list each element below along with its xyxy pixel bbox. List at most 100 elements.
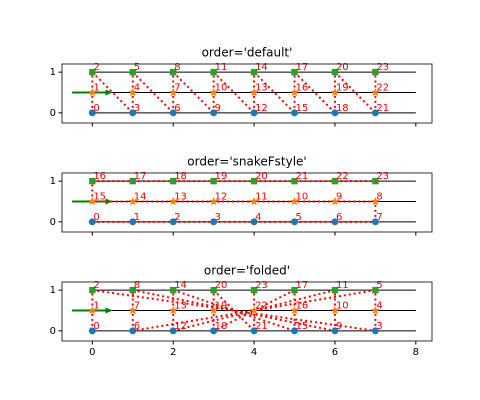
order-label: 3 (215, 212, 221, 223)
point (170, 68, 177, 76)
order-label: 17 (296, 62, 309, 73)
order-label: 12 (215, 191, 228, 202)
order-label: 12 (255, 103, 268, 114)
point (250, 109, 258, 117)
point (168, 196, 178, 206)
order-label: 10 (296, 191, 309, 202)
point (210, 109, 218, 117)
order-label: 4 (376, 300, 382, 311)
order-label: 17 (296, 280, 309, 291)
point (290, 87, 299, 97)
point (89, 286, 96, 294)
order-label: 20 (255, 171, 268, 182)
order-label: 15 (296, 103, 309, 114)
point (330, 87, 340, 97)
point (372, 286, 379, 294)
order-label: 19 (215, 171, 228, 182)
point (291, 286, 298, 294)
arrow-head (105, 89, 113, 96)
order-label: 2 (93, 62, 99, 73)
point (371, 87, 380, 97)
axes-frame (61, 63, 433, 124)
point (129, 177, 136, 185)
order-label: 1 (93, 82, 99, 93)
point (88, 87, 97, 97)
point (250, 177, 258, 185)
point (209, 87, 218, 97)
order-label: 20 (215, 280, 228, 291)
order-label: 16 (93, 171, 106, 182)
order-label: 7 (174, 82, 180, 93)
point (128, 196, 138, 206)
y-tick-label: 1 (50, 285, 56, 296)
order-label: 8 (174, 62, 180, 73)
point (168, 87, 178, 97)
order-label: 17 (134, 171, 147, 182)
x-tick-label: 8 (413, 347, 419, 358)
point (250, 218, 258, 226)
order-label: 4 (134, 82, 140, 93)
point (331, 218, 339, 226)
subplot: order='folded'0 6 12 18 21 15 9 31 7 13 19 22 16 10 42… (50, 264, 433, 358)
point (128, 305, 138, 315)
order-label: 1 (93, 300, 99, 311)
order-path (132, 289, 336, 332)
point (210, 286, 217, 294)
order-label: 6 (174, 103, 180, 114)
order-label: 9 (336, 321, 342, 332)
order-label: 22 (376, 82, 389, 93)
point (89, 177, 96, 185)
order-label: 19 (336, 82, 349, 93)
point (250, 68, 258, 76)
point (291, 327, 299, 335)
order-label: 0 (93, 103, 99, 114)
point (210, 327, 218, 335)
point (249, 87, 259, 97)
order-label: 7 (134, 300, 140, 311)
order-label: 22 (255, 300, 268, 311)
order-label: 16 (296, 300, 309, 311)
order-label: 8 (376, 191, 382, 202)
point (170, 177, 177, 185)
point (170, 286, 177, 294)
arrow-head (105, 307, 113, 314)
order-path (172, 289, 295, 332)
point (210, 68, 217, 76)
point (371, 109, 379, 117)
order-label: 11 (336, 280, 349, 291)
order-label: 20 (336, 62, 349, 73)
point (291, 177, 298, 185)
point (129, 68, 136, 76)
order-label: 5 (376, 280, 382, 291)
axes-frame (61, 281, 433, 342)
order-label: 18 (174, 171, 187, 182)
point (250, 327, 258, 335)
point (291, 68, 298, 76)
point (291, 109, 299, 117)
point (88, 305, 97, 315)
order-label: 11 (215, 62, 228, 73)
order-label: 13 (174, 191, 187, 202)
point (331, 68, 339, 76)
point (88, 196, 97, 206)
order-label: 6 (336, 212, 342, 223)
order-label: 13 (174, 300, 187, 311)
y-tick-label: 1 (50, 67, 56, 78)
point (89, 68, 96, 76)
order-label: 18 (215, 321, 228, 332)
point (250, 286, 258, 294)
point (88, 109, 96, 117)
point (331, 109, 339, 117)
point (331, 286, 339, 294)
order-label: 3 (376, 321, 382, 332)
point (371, 196, 380, 206)
x-tick-label: 2 (170, 347, 176, 358)
order-label: 21 (296, 171, 309, 182)
order-label: 0 (93, 321, 99, 332)
point (168, 305, 178, 315)
point (372, 177, 379, 185)
point (129, 218, 137, 226)
order-label: 8 (134, 280, 140, 291)
point (331, 177, 339, 185)
